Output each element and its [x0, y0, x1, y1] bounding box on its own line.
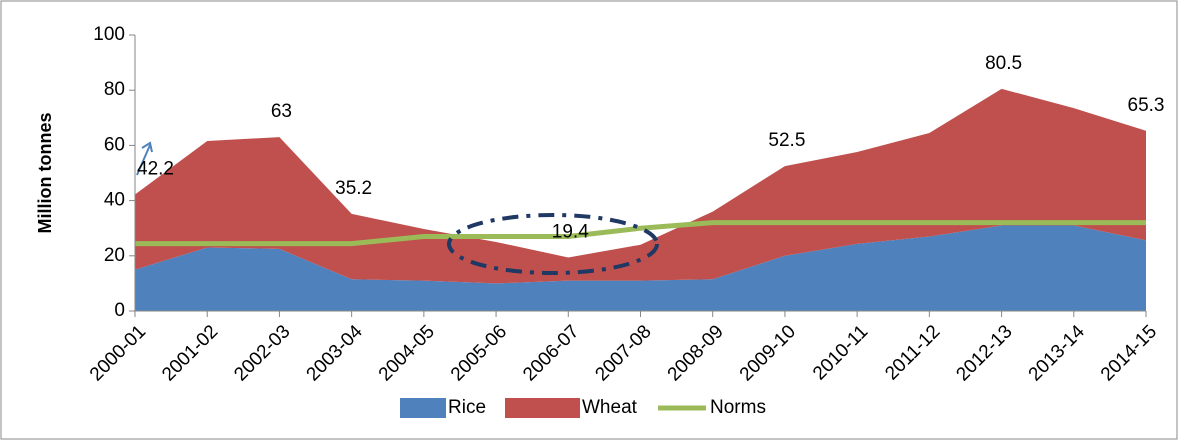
y-tick-label: 40	[104, 190, 125, 211]
y-tick-label: 100	[93, 24, 125, 45]
y-tick-label: 60	[104, 134, 125, 155]
y-tick-label: 0	[114, 300, 125, 321]
data-label: 19.4	[552, 221, 589, 242]
data-label: 35.2	[335, 178, 372, 199]
plot-area	[135, 88, 1146, 311]
legend-swatch	[505, 398, 580, 418]
y-tick-label: 80	[104, 79, 125, 100]
area	[135, 88, 1146, 284]
legend-label: Rice	[448, 397, 486, 418]
area	[135, 225, 1146, 311]
legend-label: Wheat	[582, 397, 638, 418]
y-tick-label: 20	[104, 245, 125, 266]
legend-swatch	[400, 398, 446, 418]
y-axis-label: Million tonnes	[35, 113, 55, 234]
legend-label: Norms	[710, 397, 766, 418]
data-label: 80.5	[985, 53, 1022, 74]
data-label: 52.5	[768, 130, 805, 151]
data-label: 42.2	[137, 159, 174, 180]
data-label: 63	[271, 101, 292, 122]
highlight-ellipse	[447, 213, 659, 275]
arrow	[136, 141, 153, 176]
line	[135, 220, 1146, 247]
data-label: 65.3	[1128, 95, 1165, 116]
